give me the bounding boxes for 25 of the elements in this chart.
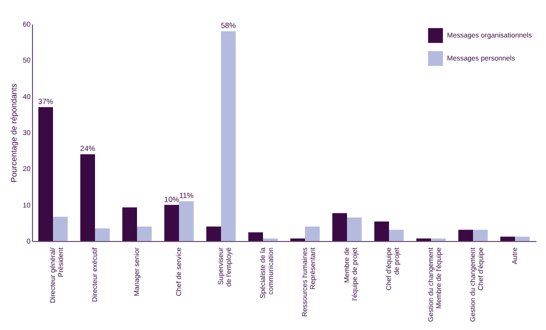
bar [389,230,404,241]
bar [38,107,53,241]
bar [95,228,110,241]
bar [179,201,194,241]
y-axis-title: Pourcentage de répondants [10,84,19,182]
bar [332,213,347,241]
bar [515,236,530,241]
bar [80,154,95,241]
bar [53,216,68,241]
bar [221,31,236,241]
bar [374,221,389,241]
bar [248,232,263,241]
bar [137,226,152,241]
bar [431,238,446,241]
bar [305,226,320,241]
bar [473,230,488,241]
bar [347,217,362,241]
bar [122,207,137,241]
bar [263,238,278,241]
bar [458,230,473,241]
bar [206,226,221,241]
bar [290,238,305,241]
bar [416,238,431,241]
bar [500,236,515,241]
bar [164,204,179,241]
